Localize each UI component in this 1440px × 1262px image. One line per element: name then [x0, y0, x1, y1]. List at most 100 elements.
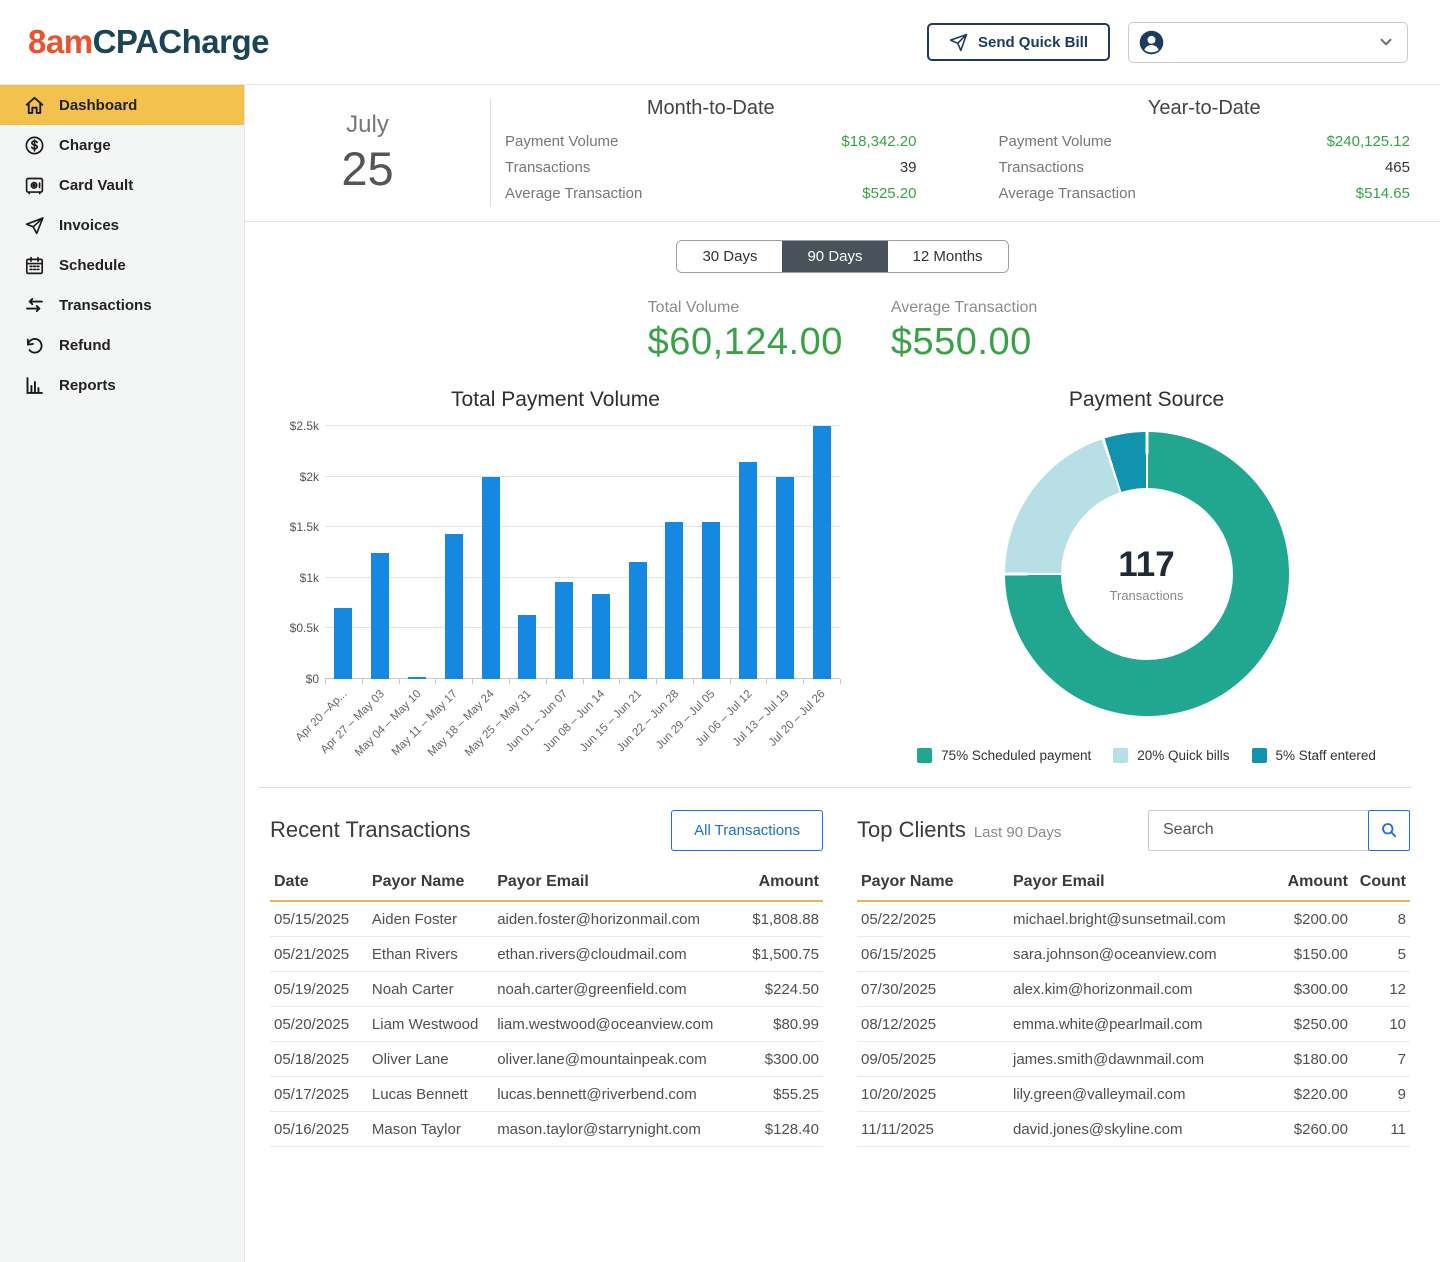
- x-axis-tick: [619, 679, 621, 684]
- stat-label: Transactions: [998, 158, 1084, 176]
- x-axis-tick: [656, 679, 658, 684]
- table-cell-date: 05/20/2025: [270, 1006, 368, 1042]
- dollar-circle-icon: [24, 135, 45, 156]
- search-button[interactable]: [1368, 809, 1410, 851]
- send-quick-bill-button[interactable]: Send Quick Bill: [926, 23, 1110, 61]
- sidebar-item-dashboard[interactable]: Dashboard: [0, 85, 244, 125]
- logo-prefix: 8am: [28, 23, 93, 60]
- x-axis-tick: [729, 679, 731, 684]
- legend-swatch: [1251, 748, 1267, 763]
- legend-item: 75% Scheduled payment: [917, 748, 1091, 763]
- table-row[interactable]: 05/22/2025 michael.bright@sunsetmail.com $…: [857, 901, 1410, 937]
- tab-30-days[interactable]: 30 Days: [677, 241, 783, 272]
- y-axis-tick-label: $1k: [299, 570, 319, 585]
- table-row[interactable]: 05/19/2025 Noah Carter noah.carter@greenfi…: [270, 971, 823, 1007]
- table-cell-count: 12: [1352, 971, 1410, 1007]
- table-cell-amount: $220.00: [1252, 1076, 1352, 1112]
- legend-item: 20% Quick bills: [1113, 748, 1230, 763]
- charts-row: Total Payment Volume $0 $0.5k $1k $1.5k $2k $…: [245, 388, 1440, 763]
- donut-center-label: Transactions: [1109, 588, 1184, 603]
- table-row[interactable]: 07/30/2025 alex.kim@horizonmail.com $300.0…: [857, 971, 1410, 1007]
- sidebar-item-card-vault[interactable]: Card Vault: [0, 165, 244, 205]
- gridline: [325, 576, 840, 578]
- bar-chart-title: Total Payment Volume: [451, 388, 660, 411]
- table-row[interactable]: 09/05/2025 james.smith@dawnmail.com $180.0…: [857, 1041, 1410, 1077]
- table-cell-payor-email: ethan.rivers@cloudmail.com: [493, 936, 718, 972]
- sidebar-item-schedule[interactable]: Schedule: [0, 245, 244, 285]
- table-cell-count: 10: [1352, 1006, 1410, 1042]
- date-card: July 25: [245, 85, 490, 221]
- recent-transactions-panel: Recent Transactions All Transactions Dat…: [270, 808, 823, 1147]
- total-label: Average Transaction: [890, 299, 1038, 316]
- sidebar-item-transactions[interactable]: Transactions: [0, 285, 244, 325]
- table-cell-payor-email: lily.green@valleymail.com: [1009, 1076, 1252, 1112]
- sidebar-item-reports[interactable]: Reports: [0, 365, 244, 405]
- main-content: July 25 Month-to-Date Payment Volume $18,…: [245, 85, 1440, 1262]
- search-input[interactable]: [1148, 809, 1368, 851]
- table-header-row: Date Payor Name Payor Email Amount: [270, 865, 823, 902]
- table-cell-payor-email: aiden.foster@horizonmail.com: [493, 901, 718, 937]
- bar-apr-27-may-03: [371, 552, 390, 679]
- table-cell-payor-email: oliver.lane@mountainpeak.com: [493, 1041, 718, 1077]
- table-cell-payor-email: noah.carter@greenfield.com: [493, 971, 718, 1007]
- bar-may-18-may-24: [481, 476, 500, 679]
- tab-12-months[interactable]: 12 Months: [887, 241, 1008, 272]
- donut-chart-panel: Payment Source 117 Transactions 75% Sche…: [853, 388, 1440, 763]
- column-header-amount: Amount: [717, 865, 823, 902]
- table-cell-payor-name: Mason Taylor: [367, 1111, 494, 1147]
- table-cell-payor-email: michael.bright@sunsetmail.com: [1009, 901, 1252, 937]
- all-transactions-button[interactable]: All Transactions: [671, 809, 823, 851]
- table-cell-date: 05/16/2025: [270, 1111, 368, 1147]
- bar-apr-20-ap: [334, 608, 353, 679]
- bar-jun-22-jun-28: [665, 522, 684, 679]
- table-row[interactable]: 05/21/2025 Ethan Rivers ethan.rivers@cloud…: [270, 936, 823, 972]
- table-row[interactable]: 05/17/2025 Lucas Bennett lucas.bennett@riv…: [270, 1076, 823, 1112]
- bar-may-04-may-10: [407, 676, 426, 679]
- table-row[interactable]: 05/18/2025 Oliver Lane oliver.lane@mountai…: [270, 1041, 823, 1077]
- table-cell-payor-email: lucas.bennett@riverbend.com: [493, 1076, 718, 1112]
- y-axis-tick-label: $1.5k: [289, 520, 319, 535]
- sidebar-item-label: Dashboard: [59, 96, 138, 114]
- table-cell-date: 05/15/2025: [270, 901, 368, 937]
- table-row[interactable]: 08/12/2025 emma.white@pearlmail.com $250.0…: [857, 1006, 1410, 1042]
- tab-90-days[interactable]: 90 Days: [782, 241, 888, 272]
- top-clients-subtitle: Last 90 Days: [973, 824, 1062, 841]
- sidebar-item-charge[interactable]: Charge: [0, 125, 244, 165]
- sidebar-item-invoices[interactable]: Invoices: [0, 205, 244, 245]
- table-row[interactable]: 11/11/2025 david.jones@skyline.com $260.00…: [857, 1111, 1410, 1147]
- table-cell-date: 05/18/2025: [270, 1041, 368, 1077]
- x-axis-tick: [325, 679, 326, 684]
- table-row[interactable]: 10/20/2025 lily.green@valleymail.com $220.…: [857, 1076, 1410, 1112]
- home-icon: [24, 95, 45, 116]
- table-cell-payor-email: david.jones@skyline.com: [1009, 1111, 1252, 1147]
- app-logo: 8am CPACharge: [28, 23, 269, 61]
- table-cell-payor-name: Ethan Rivers: [367, 936, 494, 972]
- total-average-transaction: Average Transaction $550.00: [891, 299, 1037, 364]
- table-row[interactable]: 05/15/2025 Aiden Foster aiden.foster@horiz…: [270, 901, 823, 937]
- user-avatar-icon: [1138, 29, 1165, 56]
- user-account-dropdown[interactable]: [1128, 21, 1408, 63]
- donut-center-value: 117: [1118, 545, 1175, 584]
- bar-chart-panel: Total Payment Volume $0 $0.5k $1k $1.5k $2k $…: [245, 388, 853, 763]
- table-cell-amount: $300.00: [717, 1041, 823, 1077]
- legend-label: 20% Quick bills: [1137, 748, 1230, 763]
- table-cell-amount: $180.00: [1252, 1041, 1352, 1077]
- sidebar-item-refund[interactable]: Refund: [0, 325, 244, 365]
- recent-transactions-table: Date Payor Name Payor Email Amount 05/15/202…: [270, 865, 823, 1147]
- gridline: [325, 678, 840, 679]
- table-cell-amount: $224.50: [717, 971, 823, 1007]
- search-icon: [1382, 823, 1397, 838]
- legend-swatch: [1113, 748, 1129, 763]
- bar-jun-15-jun-21: [628, 561, 647, 679]
- bar-chart-icon: [24, 375, 45, 396]
- gridline: [325, 475, 840, 477]
- calendar-icon: [24, 255, 45, 276]
- bar-jun-01-jun-07: [555, 581, 574, 679]
- x-axis-tick: [582, 679, 584, 684]
- undo-icon: [24, 335, 45, 356]
- table-row[interactable]: 05/20/2025 Liam Westwood liam.westwood@oce…: [270, 1006, 823, 1042]
- table-row[interactable]: 06/15/2025 sara.johnson@oceanview.com $150…: [857, 936, 1410, 972]
- table-cell-amount: $150.00: [1252, 936, 1352, 972]
- table-row[interactable]: 05/16/2025 Mason Taylor mason.taylor@starr…: [270, 1111, 823, 1147]
- column-header-count: Count: [1352, 865, 1410, 902]
